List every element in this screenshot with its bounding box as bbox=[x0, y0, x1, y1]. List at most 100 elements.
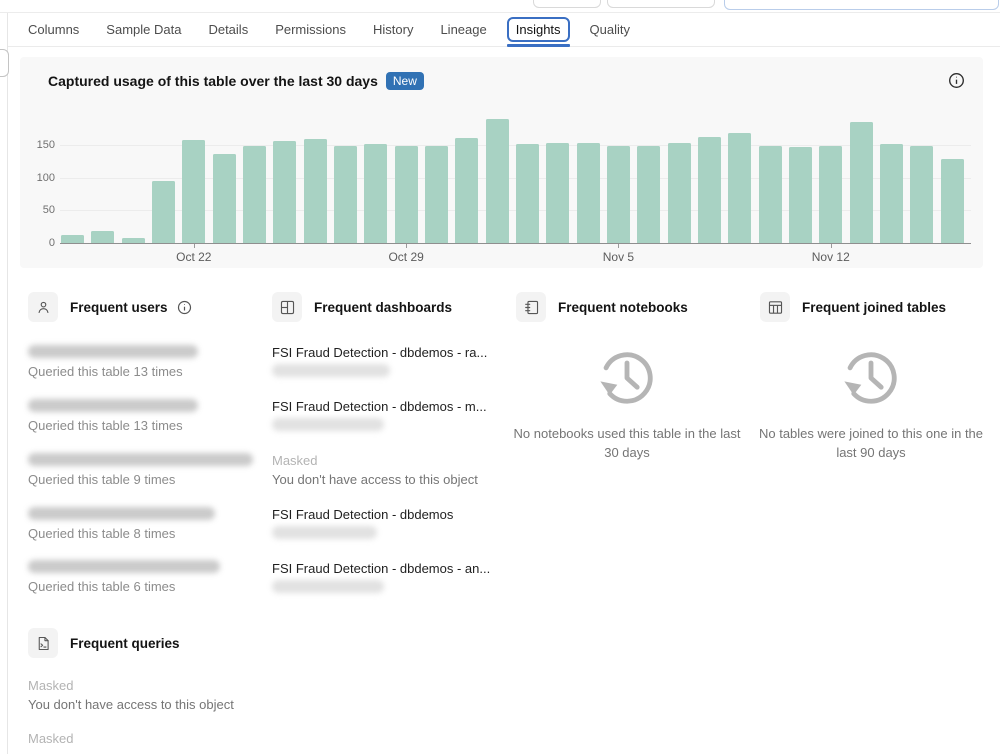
masked-label: Masked bbox=[28, 731, 74, 746]
usage-bar[interactable] bbox=[455, 137, 479, 243]
y-axis-label: 0 bbox=[48, 237, 55, 249]
frequent-dashboards-title: Frequent dashboards bbox=[314, 299, 453, 315]
user-icon bbox=[28, 292, 58, 322]
usage-bar[interactable] bbox=[697, 136, 721, 243]
usage-bar[interactable] bbox=[333, 145, 357, 243]
user-query-count: Queried this table 6 times bbox=[28, 579, 176, 594]
usage-bar[interactable] bbox=[606, 146, 630, 243]
x-axis-label: Nov 5 bbox=[602, 250, 635, 264]
usage-bar[interactable] bbox=[303, 138, 327, 243]
dashboard-link[interactable]: FSI Fraud Detection - dbdemos bbox=[272, 507, 454, 522]
tab-history[interactable]: History bbox=[373, 22, 414, 37]
usage-bar[interactable] bbox=[242, 146, 266, 243]
no-access-note: You don't have access to this object bbox=[272, 472, 478, 487]
masked-user-name bbox=[28, 453, 253, 466]
usage-bar[interactable] bbox=[667, 143, 691, 243]
dashboard-icon bbox=[272, 292, 302, 322]
x-axis-tick bbox=[193, 244, 195, 248]
frequent-queries-title: Frequent queries bbox=[70, 635, 180, 651]
tab-columns[interactable]: Columns bbox=[28, 22, 80, 37]
tab-details[interactable]: Details bbox=[208, 22, 249, 37]
usage-bar[interactable] bbox=[212, 153, 236, 243]
user-query-count: Queried this table 13 times bbox=[28, 418, 183, 433]
frequent-notebooks-header: Frequent notebooks bbox=[516, 292, 688, 322]
usage-bar[interactable] bbox=[940, 159, 964, 243]
dashboard-link[interactable]: FSI Fraud Detection - dbdemos - m... bbox=[272, 399, 487, 414]
usage-bar[interactable] bbox=[758, 146, 782, 243]
usage-bar[interactable] bbox=[91, 230, 115, 243]
usage-bar[interactable] bbox=[849, 122, 873, 243]
usage-bar[interactable] bbox=[788, 147, 812, 243]
tab-permissions[interactable]: Permissions bbox=[275, 22, 346, 37]
masked-user-name bbox=[28, 560, 220, 573]
usage-bar[interactable] bbox=[879, 143, 903, 243]
tab-insights[interactable]: Insights bbox=[506, 17, 570, 47]
masked-user-name bbox=[28, 399, 198, 412]
masked-label: Masked bbox=[28, 678, 74, 693]
usage-bar[interactable] bbox=[424, 145, 448, 243]
masked-dashboard-path bbox=[272, 418, 384, 431]
usage-chart: Oct 22 Oct 29 Nov 5 Nov 12 bbox=[60, 57, 971, 264]
x-axis-label: Oct 22 bbox=[176, 250, 212, 264]
frequent-joined-tables-header: Frequent joined tables bbox=[760, 292, 946, 322]
usage-bar[interactable] bbox=[910, 145, 934, 243]
history-icon bbox=[840, 347, 902, 409]
x-axis-label: Nov 12 bbox=[811, 250, 850, 264]
usage-bar[interactable] bbox=[273, 141, 297, 243]
header-button-fragment-2[interactable] bbox=[607, 0, 715, 8]
x-axis-tick bbox=[830, 244, 832, 248]
usage-bar[interactable] bbox=[485, 118, 509, 243]
usage-bar[interactable] bbox=[121, 237, 145, 243]
usage-bar[interactable] bbox=[61, 235, 84, 243]
gridline bbox=[60, 177, 971, 179]
new-badge: New bbox=[385, 72, 424, 90]
info-icon[interactable] bbox=[948, 72, 965, 89]
usage-bar[interactable] bbox=[394, 145, 418, 243]
usage-panel-title: Captured usage of this table over the la… bbox=[48, 72, 424, 91]
usage-bar[interactable] bbox=[546, 143, 570, 243]
usage-panel-title-text: Captured usage of this table over the la… bbox=[48, 73, 378, 89]
masked-user-name bbox=[28, 507, 215, 520]
usage-bar[interactable] bbox=[151, 180, 175, 243]
user-query-count: Queried this table 13 times bbox=[28, 364, 183, 379]
users-info-icon[interactable] bbox=[177, 300, 192, 315]
tab-sample-data[interactable]: Sample Data bbox=[106, 22, 182, 37]
frequent-joined-tables-title: Frequent joined tables bbox=[802, 299, 947, 315]
usage-bar[interactable] bbox=[576, 143, 600, 243]
gridline bbox=[60, 145, 971, 146]
gridline bbox=[60, 210, 971, 212]
tab-bar: Columns Sample Data Details Permissions … bbox=[8, 13, 1000, 47]
usage-bar[interactable] bbox=[182, 140, 206, 243]
user-query-count: Queried this table 9 times bbox=[28, 472, 176, 487]
usage-bar[interactable] bbox=[515, 143, 539, 243]
dashboard-link[interactable]: FSI Fraud Detection - dbdemos - an... bbox=[272, 561, 491, 576]
chart-x-axis bbox=[60, 243, 971, 244]
frequent-users-header: Frequent users bbox=[28, 292, 192, 322]
dashboard-link[interactable]: FSI Fraud Detection - dbdemos - ra... bbox=[272, 345, 488, 360]
tab-lineage[interactable]: Lineage bbox=[440, 22, 487, 37]
usage-bar[interactable] bbox=[728, 133, 752, 243]
header-search-fragment[interactable] bbox=[724, 0, 999, 10]
tab-quality[interactable]: Quality bbox=[589, 22, 631, 37]
frequent-users-title: Frequent users bbox=[70, 299, 168, 315]
header-button-fragment-1[interactable] bbox=[533, 0, 601, 8]
no-access-note: You don't have access to this object bbox=[28, 697, 234, 712]
masked-user-name bbox=[28, 345, 198, 358]
usage-bar[interactable] bbox=[637, 146, 661, 243]
query-file-icon bbox=[28, 628, 58, 658]
usage-bar[interactable] bbox=[819, 146, 843, 243]
left-panel-fragment[interactable] bbox=[0, 49, 9, 77]
frequent-dashboards-header: Frequent dashboards bbox=[272, 292, 452, 322]
user-query-count: Queried this table 8 times bbox=[28, 526, 176, 541]
x-axis-tick bbox=[618, 244, 620, 248]
notebooks-empty-text: No notebooks used this table in the last… bbox=[513, 426, 741, 460]
x-axis-label: Oct 29 bbox=[388, 250, 424, 264]
usage-bar[interactable] bbox=[364, 143, 388, 243]
table-icon bbox=[760, 292, 790, 322]
masked-dashboard-path bbox=[272, 364, 390, 377]
content-left-border bbox=[7, 13, 8, 754]
masked-dashboard-path bbox=[272, 526, 377, 539]
header-divider bbox=[0, 12, 1000, 13]
frequent-notebooks-title: Frequent notebooks bbox=[558, 299, 688, 315]
history-icon bbox=[596, 347, 658, 409]
